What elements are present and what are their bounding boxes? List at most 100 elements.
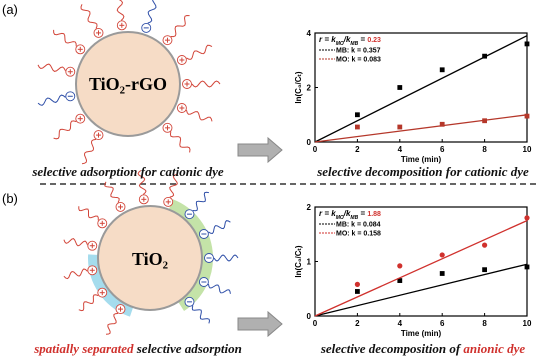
- dye-chain: [186, 44, 213, 60]
- dye-chain: [147, 0, 157, 24]
- y-axis-label: ln(C₀/Cₜ): [294, 245, 303, 278]
- x-tick-label: 6: [440, 319, 445, 328]
- particle-label: TiO₂-rGO: [89, 74, 167, 94]
- caption-part: selective adsorption: [133, 341, 241, 356]
- dye-chain: [170, 14, 190, 38]
- data-point: [524, 264, 530, 270]
- dye-chain: [208, 220, 231, 235]
- data-point: [397, 124, 403, 130]
- dye-chain: [37, 94, 66, 106]
- caption-part: selective adsorption for cationic dye: [31, 164, 224, 179]
- ratio-part: r = k: [319, 35, 336, 44]
- caption-part: selective decomposition of: [320, 341, 464, 356]
- dye-chain: [63, 238, 88, 247]
- caption-part: spatially separated: [33, 341, 134, 356]
- data-point: [355, 124, 360, 130]
- particle: [97, 205, 203, 311]
- x-tick-label: 4: [398, 145, 403, 154]
- fit-line: [314, 263, 528, 317]
- data-point: [482, 53, 487, 59]
- panel-label: (b): [2, 191, 18, 206]
- dye-chain: [192, 191, 209, 212]
- ratio-part: =: [358, 209, 367, 218]
- data-point: [524, 113, 530, 119]
- dye-chain: [53, 29, 77, 47]
- dye-chain: [213, 254, 239, 262]
- y-axis-label: ln(C₀/Cₜ): [294, 71, 303, 104]
- caption: selective decomposition for cationic dye: [316, 164, 529, 179]
- y-tick-label: 0: [307, 138, 312, 147]
- caption-part: selective decomposition for cationic dye: [316, 164, 529, 179]
- x-tick-label: 0: [313, 145, 318, 154]
- ratio-part: r = k: [319, 209, 336, 218]
- x-tick-label: 2: [355, 145, 360, 154]
- ratio-part: MO: [336, 215, 344, 221]
- dye-chain: [169, 173, 178, 198]
- x-axis-label: Time (min): [401, 155, 442, 164]
- data-point: [397, 263, 403, 269]
- y-tick-label: 2: [307, 203, 312, 212]
- ratio-part: MO: [336, 41, 344, 47]
- particle-label: TiO₂: [132, 249, 168, 269]
- dye-chain: [207, 283, 231, 294]
- x-tick-label: 10: [523, 145, 532, 154]
- x-tick-label: 8: [482, 145, 487, 154]
- x-tick-label: 8: [482, 319, 487, 328]
- ratio-part: =: [358, 35, 367, 44]
- fit-line: [314, 114, 528, 143]
- ratio-part: MB: [350, 215, 358, 221]
- dye-chain: [191, 80, 221, 88]
- dye-chain: [53, 120, 77, 140]
- legend-entry: MO: k = 0.158: [336, 231, 381, 238]
- panel-label: (a): [2, 2, 18, 17]
- particle: [75, 31, 181, 137]
- dye-chain: [63, 268, 88, 280]
- ratio-annotation: r = kMO/kMB = 1.88: [319, 209, 381, 221]
- dye-chain: [78, 294, 99, 312]
- y-tick-label: 2: [307, 84, 312, 93]
- x-tick-label: 2: [355, 319, 360, 328]
- dye-chain: [78, 206, 99, 221]
- y-tick-label: 0: [307, 312, 312, 321]
- arrow: [237, 136, 283, 164]
- x-axis-label: Time (min): [401, 329, 442, 338]
- dye-chain: [37, 63, 66, 72]
- caption: selective adsorption for cationic dye: [31, 164, 224, 179]
- fit-line: [314, 220, 528, 317]
- y-tick-label: 4: [307, 29, 312, 38]
- legend-entry: MB: k = 0.084: [336, 222, 381, 229]
- dye-chain: [81, 138, 97, 165]
- ratio-value: 0.23: [367, 37, 381, 44]
- data-point: [482, 267, 487, 273]
- dye-chain: [116, 0, 125, 21]
- data-point: [397, 85, 403, 90]
- legend-entry: MO: k = 0.083: [336, 57, 381, 64]
- dye-chain: [191, 305, 211, 324]
- arrow: [237, 310, 283, 338]
- fit-line: [314, 35, 528, 143]
- ratio-part: MB: [350, 41, 358, 47]
- ratio-value: 1.88: [367, 211, 381, 218]
- data-point: [397, 278, 403, 283]
- dye-chain: [137, 170, 147, 195]
- x-tick-label: 10: [523, 319, 532, 328]
- data-point: [482, 118, 487, 124]
- caption: spatially separated selective adsorption: [33, 341, 242, 356]
- data-point: [439, 67, 445, 73]
- data-point: [524, 41, 530, 47]
- ratio-part: /k: [343, 35, 351, 44]
- y-tick-label: 1: [307, 258, 312, 267]
- caption: selective decomposition of anionic dye: [320, 341, 526, 356]
- data-point: [439, 121, 445, 127]
- ratio-annotation: r = kMO/kMB = 0.23: [319, 35, 381, 47]
- x-tick-label: 0: [313, 319, 318, 328]
- dye-chain: [80, 4, 98, 29]
- data-point: [354, 281, 360, 287]
- ratio-part: /k: [343, 209, 351, 218]
- data-point: [524, 215, 530, 221]
- dye-chain: [104, 181, 120, 203]
- x-tick-label: 6: [440, 145, 445, 154]
- legend-entry: MB: k = 0.357: [336, 48, 381, 55]
- data-point: [482, 242, 488, 248]
